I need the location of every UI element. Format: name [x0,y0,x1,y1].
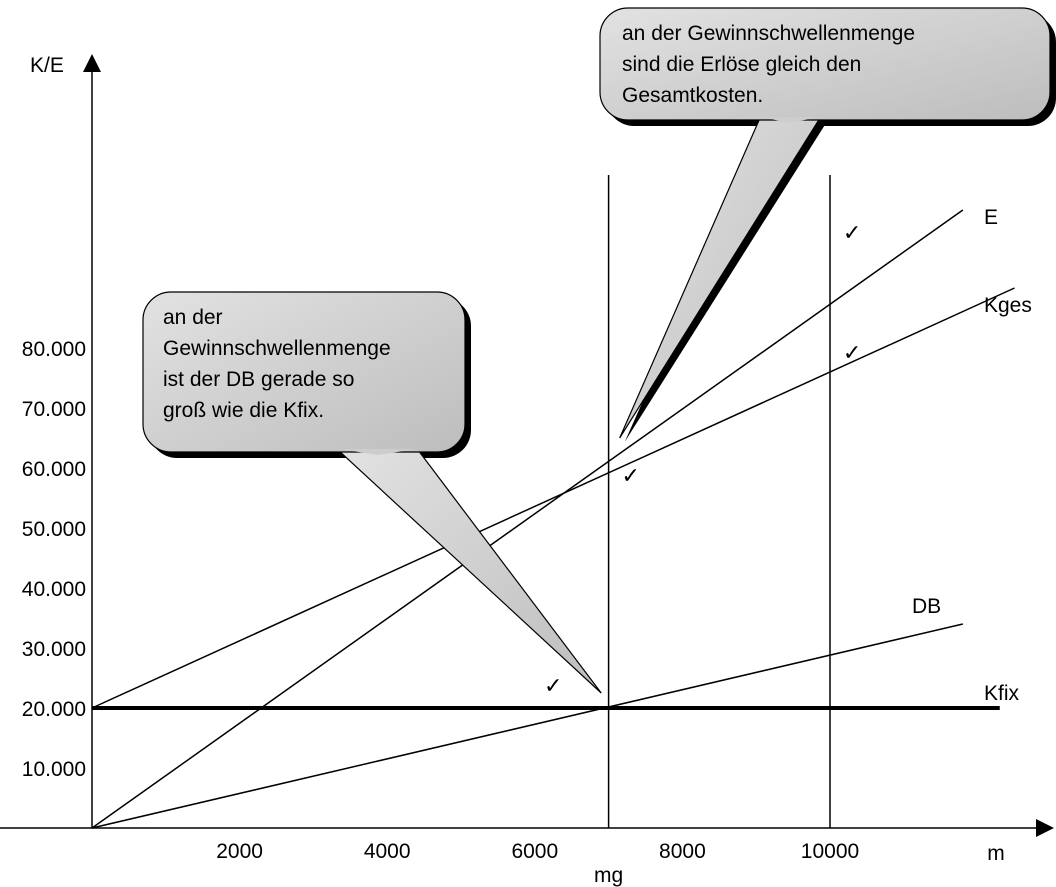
series-lines [91,209,1015,829]
y-tick-label-60000: 60.000 [22,458,86,481]
callout-2: an der Gewinnschwellenmenge ist der DB ger… [142,291,602,694]
checkmark-icon: ✓ [544,673,562,698]
y-tick-label-20000: 20.000 [22,698,86,721]
x-tick-label-6000: 6000 [511,840,558,863]
series-label-kfix: Kfix [984,682,1020,705]
callout-text-line: Gewinnschwellenmenge [163,337,391,360]
y-axis-arrow-icon [83,54,101,72]
y-tick-label-80000: 80.000 [22,338,86,361]
callout-seam [761,117,819,123]
series-line-db [91,623,964,829]
callout-text-line: groß wie die Kfix. [163,399,324,422]
x-tick-label-8000: 8000 [659,840,706,863]
callouts: an der Gewinnschwellenmenge sind die Erlö… [142,7,1056,694]
breakeven-quantity-label: mg [594,864,623,887]
callout-box [142,291,466,453]
callout-box [599,7,1051,121]
x-tick-label-10000: 10000 [801,840,859,863]
checkmark-icon: ✓ [622,463,640,488]
y-tick-label-10000: 10.000 [22,758,86,781]
series-line-e [91,209,964,829]
reference-lines [607,175,831,828]
callout-text-line: an der [163,306,223,329]
y-tick-label-40000: 40.000 [22,578,86,601]
callout-seam [339,449,417,455]
checkmark-icon: ✓ [843,340,861,365]
x-tick-label-4000: 4000 [364,840,411,863]
axes [0,54,1054,837]
x-axis-title: m [987,842,1005,865]
x-axis-arrow-icon [1036,819,1054,837]
y-tick-label-70000: 70.000 [22,398,86,421]
y-tick-label-50000: 50.000 [22,518,86,541]
callout-pointer [336,449,602,694]
y-tick-label-30000: 30.000 [22,638,86,661]
callout-1: an der Gewinnschwellenmenge sind die Erlö… [599,7,1056,442]
series-line-kges [91,287,1015,709]
series-label-e: E [984,206,998,229]
callout-text-line: sind die Erlöse gleich den [622,53,861,76]
labels: 10.000 20.000 30.000 40.000 50.000 60.000 70.0… [22,54,1032,887]
y-axis-title: K/E [30,54,64,77]
callout-text-line: an der Gewinnschwellenmenge [622,22,915,45]
series-label-db: DB [912,595,941,618]
x-tick-label-2000: 2000 [216,840,263,863]
callout-text-line: Gesamtkosten. [622,84,763,107]
callout-text-line: ist der DB gerade so [163,368,354,391]
series-label-kges: Kges [984,294,1032,317]
callout-pointer-shadow [624,120,828,442]
checkmark-icon: ✓ [843,220,861,245]
